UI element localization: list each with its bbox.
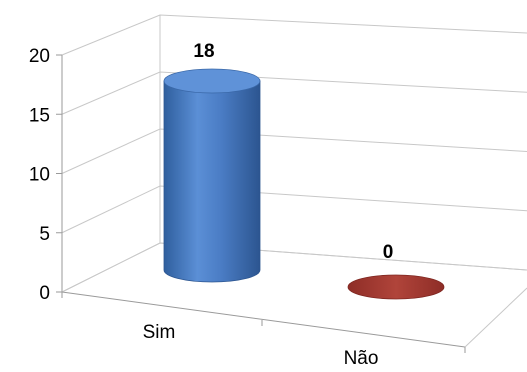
bar-body — [163, 80, 261, 283]
y-tick-labels: 0 5 10 15 20 — [29, 46, 50, 304]
gridline-0 — [61, 242, 527, 293]
gridline-20 — [61, 14, 527, 56]
gridline-10 — [61, 128, 527, 174]
y-tick-label: 15 — [29, 105, 50, 126]
bar-Não — [347, 274, 445, 300]
y-tick-label: 0 — [39, 283, 50, 304]
category-label: Não — [344, 348, 379, 369]
data-labels: 18 0 — [193, 41, 393, 263]
gridline-15 — [61, 71, 527, 115]
y-tick-label: 5 — [39, 224, 50, 245]
category-label: Sim — [143, 322, 176, 343]
gridlines — [61, 14, 527, 293]
y-tick-label: 10 — [29, 165, 50, 186]
floor-back-edge — [61, 242, 527, 293]
bars — [163, 68, 445, 300]
gridline-5 — [61, 185, 527, 234]
bar-top — [163, 68, 261, 94]
data-label: 0 — [383, 242, 394, 263]
y-tick-label: 20 — [29, 46, 50, 67]
x-axis-line — [61, 291, 466, 348]
data-label: 18 — [193, 41, 214, 62]
bar-Sim — [163, 68, 261, 283]
category-labels: Sim Não — [143, 322, 379, 369]
floor-right-edge — [464, 287, 527, 348]
axes — [56, 15, 527, 353]
